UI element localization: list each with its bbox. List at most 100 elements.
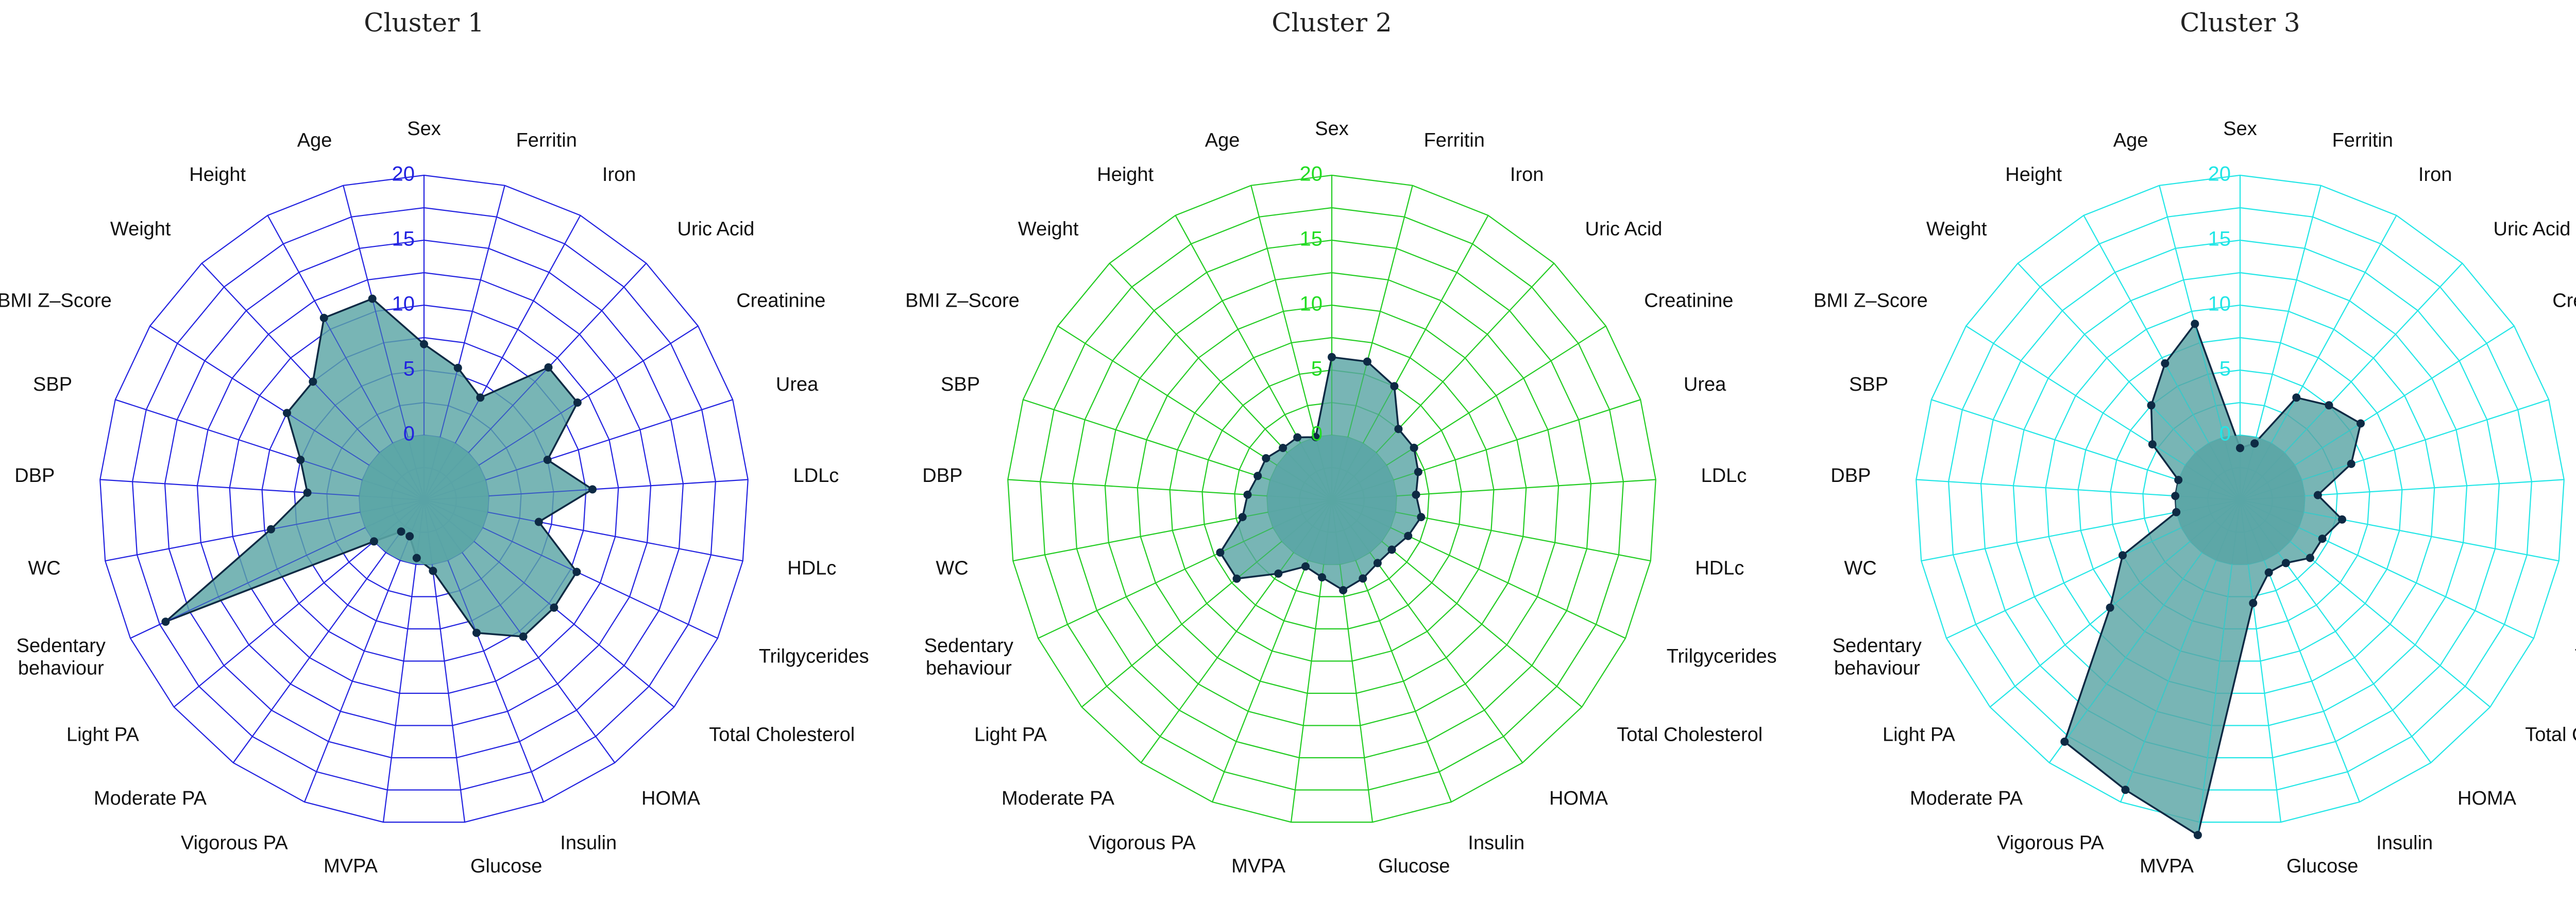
tick-label: 5 (403, 358, 415, 380)
data-point (519, 632, 528, 641)
data-point (472, 628, 481, 637)
axis-label: Light PA (1883, 724, 1955, 746)
tick-label: 10 (392, 293, 415, 315)
axis-label: BMI Z–Score (1814, 290, 1928, 311)
axis-label: DBP (14, 465, 55, 487)
tick-label: 15 (2208, 228, 2231, 251)
axis-label: DBP (922, 465, 962, 487)
axis-label: Total Cholesterol (2525, 724, 2576, 746)
data-point (1410, 443, 1418, 452)
data-point (303, 488, 312, 497)
data-point (2121, 786, 2130, 794)
data-point (1279, 444, 1287, 452)
axis-label: Total Cholesterol (1617, 724, 1762, 746)
data-point (1414, 468, 1422, 476)
tick-label: 20 (392, 163, 415, 186)
axis-label: Age (1205, 130, 1240, 152)
data-point (1412, 490, 1420, 499)
axis-label: Glucose (470, 855, 542, 877)
grid-spoke-overlay (2110, 541, 2191, 608)
data-point (2338, 515, 2346, 524)
grid-spoke-overlay (482, 527, 577, 573)
tick-label: 15 (392, 228, 415, 251)
axis-label: Trilgycerides (759, 646, 869, 668)
grid-spoke-overlay (1347, 361, 1368, 438)
axis-label: Weight (110, 219, 171, 240)
axis-label: Iron (602, 164, 636, 186)
grid-ring (131, 207, 717, 791)
grid-ring (2012, 272, 2468, 726)
grid-spoke-overlay (1278, 552, 1294, 574)
grid-spoke-overlay (1236, 541, 1282, 579)
axis-label: Iron (2418, 164, 2452, 186)
data-point (544, 363, 553, 372)
grid-spoke-overlay (478, 402, 578, 466)
grid-spoke-overlay (454, 397, 481, 443)
axis-label: Height (1097, 164, 1154, 186)
panel-title: Cluster 1 (364, 8, 484, 38)
data-point (2306, 554, 2314, 562)
grid-spoke-overlay (2152, 444, 2186, 466)
grid-spoke-overlay (2284, 405, 2330, 453)
tick-label: 5 (2219, 358, 2231, 380)
grid-spoke-overlay (2298, 527, 2323, 539)
grid-ring (164, 239, 684, 759)
grid-spoke-overlay (286, 412, 370, 466)
grid-spoke-overlay (1362, 386, 1395, 443)
data-point (2264, 568, 2273, 577)
axis-label: MVPA (1231, 855, 1286, 877)
grid-ring (99, 174, 749, 823)
data-point (1274, 569, 1283, 578)
axis-label: DBP (1831, 465, 1871, 487)
axis-label-sedentary-behaviour: Sedentary behaviour (1833, 635, 1922, 679)
grid-spoke-overlay (2164, 363, 2210, 443)
radar-panel-1: Cluster 1 0 5 10 15 20 Sex Ferritin Iron Uric Aci… (0, 8, 869, 877)
grid-ring (1137, 304, 1527, 694)
grid-ring (1072, 239, 1592, 759)
axis-label: Height (2005, 164, 2062, 186)
axis-label: HDLc (787, 558, 836, 579)
grid-spoke-overlay (2122, 527, 2182, 556)
grid-ring (2045, 304, 2435, 694)
data-point (283, 409, 291, 418)
axis-label: Glucose (2286, 855, 2358, 877)
axis-label: Urea (1684, 374, 1726, 395)
data-point (2325, 401, 2333, 410)
data-point (429, 566, 437, 575)
tick-label: 20 (2208, 163, 2231, 186)
axis-label: Sex (1315, 118, 1348, 140)
data-point (2236, 444, 2244, 453)
radar-panel-3: Cluster 3 0 5 10 15 20 Sex Ferritin Iron Uric Aci… (1814, 8, 2576, 877)
axis-label: Moderate PA (1002, 788, 1115, 809)
axis-label: SBP (33, 374, 72, 395)
radar-panel-2: Cluster 2 0 5 10 15 20 Sex Ferritin Iron Uric Aci… (905, 8, 1777, 877)
data-point (2161, 359, 2170, 368)
grid-ring (1201, 369, 1462, 630)
axis-label: Vigorous PA (1997, 832, 2104, 854)
grid-ring (1039, 207, 1624, 791)
data-point (1359, 574, 1367, 583)
axis-label: Height (189, 164, 246, 186)
axis-label: Vigorous PA (1089, 832, 1196, 854)
data-point (1387, 545, 1396, 554)
panel-title: Cluster 2 (1272, 8, 1392, 38)
grid-ring (1169, 337, 1495, 662)
axis-label: Moderate PA (1910, 788, 2023, 809)
data-point (2106, 603, 2114, 612)
axis-label: LDLc (1701, 465, 1747, 487)
data-point (2174, 476, 2183, 485)
axis-label: Weight (1926, 219, 1987, 240)
axis-label: HDLc (1695, 558, 1744, 579)
data-point (1262, 454, 1270, 462)
data-point (550, 603, 558, 612)
axis-label: Creatinine (736, 290, 825, 311)
data-point (1404, 531, 1413, 540)
axis-label: Trilgycerides (1667, 646, 1777, 668)
data-point (1253, 472, 1262, 480)
tick-label: 0 (2219, 423, 2231, 445)
axis-label: WC (1844, 558, 1876, 579)
data-point (2191, 320, 2199, 328)
grid-spoke-overlay (488, 489, 593, 496)
axis-label: HOMA (641, 788, 701, 809)
data-point (453, 363, 462, 372)
